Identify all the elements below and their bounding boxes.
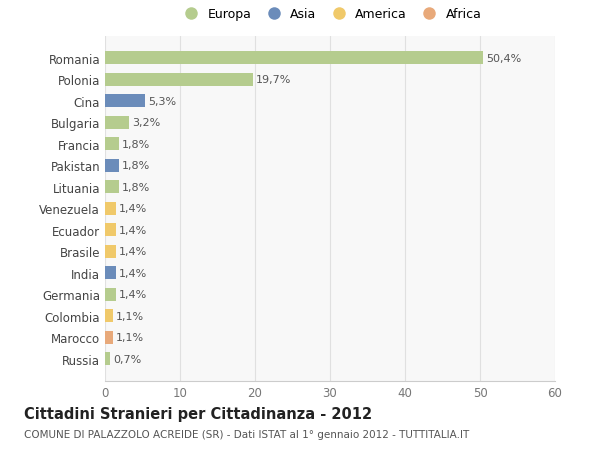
Bar xyxy=(105,52,483,65)
Bar xyxy=(105,181,119,194)
Bar xyxy=(105,288,115,301)
Text: 50,4%: 50,4% xyxy=(486,54,521,64)
Text: 1,4%: 1,4% xyxy=(119,247,147,257)
Text: COMUNE DI PALAZZOLO ACREIDE (SR) - Dati ISTAT al 1° gennaio 2012 - TUTTITALIA.IT: COMUNE DI PALAZZOLO ACREIDE (SR) - Dati … xyxy=(24,429,469,439)
Text: 1,8%: 1,8% xyxy=(121,140,150,150)
Bar xyxy=(105,353,110,365)
Text: 3,2%: 3,2% xyxy=(132,118,160,128)
Bar xyxy=(105,267,115,280)
Bar xyxy=(105,117,129,129)
Bar xyxy=(105,95,145,108)
Legend: Europa, Asia, America, Africa: Europa, Asia, America, Africa xyxy=(176,6,484,23)
Bar xyxy=(105,202,115,215)
Text: Cittadini Stranieri per Cittadinanza - 2012: Cittadini Stranieri per Cittadinanza - 2… xyxy=(24,406,372,421)
Bar xyxy=(105,245,115,258)
Text: 1,8%: 1,8% xyxy=(121,182,150,192)
Bar xyxy=(105,74,253,87)
Bar xyxy=(105,331,113,344)
Text: 1,1%: 1,1% xyxy=(116,332,145,342)
Text: 1,4%: 1,4% xyxy=(119,225,147,235)
Text: 1,4%: 1,4% xyxy=(119,268,147,278)
Text: 1,8%: 1,8% xyxy=(121,161,150,171)
Bar xyxy=(105,224,115,237)
Text: 19,7%: 19,7% xyxy=(256,75,291,85)
Text: 5,3%: 5,3% xyxy=(148,97,176,106)
Text: 1,4%: 1,4% xyxy=(119,204,147,214)
Bar xyxy=(105,138,119,151)
Text: 1,4%: 1,4% xyxy=(119,290,147,300)
Bar xyxy=(105,160,119,173)
Text: 1,1%: 1,1% xyxy=(116,311,145,321)
Text: 0,7%: 0,7% xyxy=(113,354,142,364)
Bar xyxy=(105,309,113,323)
